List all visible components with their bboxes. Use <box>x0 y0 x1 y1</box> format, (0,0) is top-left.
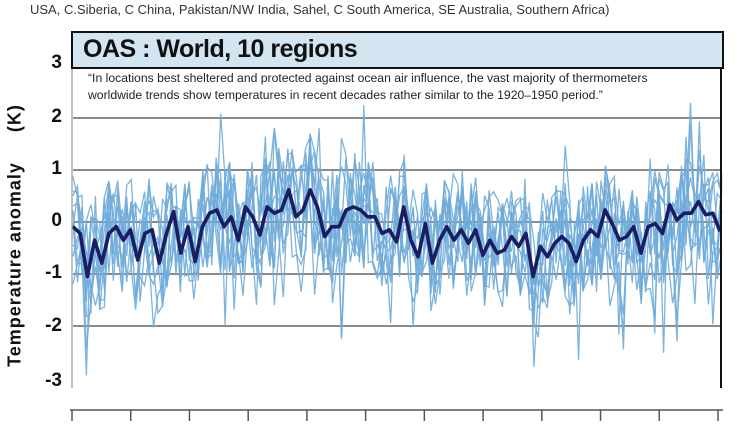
mean-series <box>71 188 722 279</box>
y-axis-unit: (K) <box>4 104 25 133</box>
chart-title: OAS : World, 10 regions <box>83 35 358 63</box>
y-tick-label: -3 <box>45 370 62 391</box>
y-tick-label: -2 <box>45 315 62 336</box>
caption-fragment: USA, C.Siberia, C China, Pakistan/NW Ind… <box>30 2 610 17</box>
y-tick-label: 2 <box>51 106 62 127</box>
annotation-line-1: “In locations best sheltered and protect… <box>88 71 648 85</box>
title-box: OAS : World, 10 regions <box>71 31 724 69</box>
mean-series-line <box>71 188 722 279</box>
y-tick-label: -1 <box>45 262 62 283</box>
y-axis-label: Temperature anomaly (K) <box>5 86 26 386</box>
x-axis <box>70 409 723 421</box>
y-axis-title: Temperature anomaly <box>4 162 25 367</box>
region-series-line <box>72 113 723 332</box>
y-tick-label: 3 <box>51 52 62 73</box>
y-tick-label: 0 <box>51 210 62 231</box>
region-series-line <box>72 128 723 353</box>
chart-annotation: “In locations best sheltered and protect… <box>88 70 713 104</box>
y-tick-label: 1 <box>51 158 62 179</box>
annotation-line-2: worldwide trends show temperatures in re… <box>88 88 603 102</box>
